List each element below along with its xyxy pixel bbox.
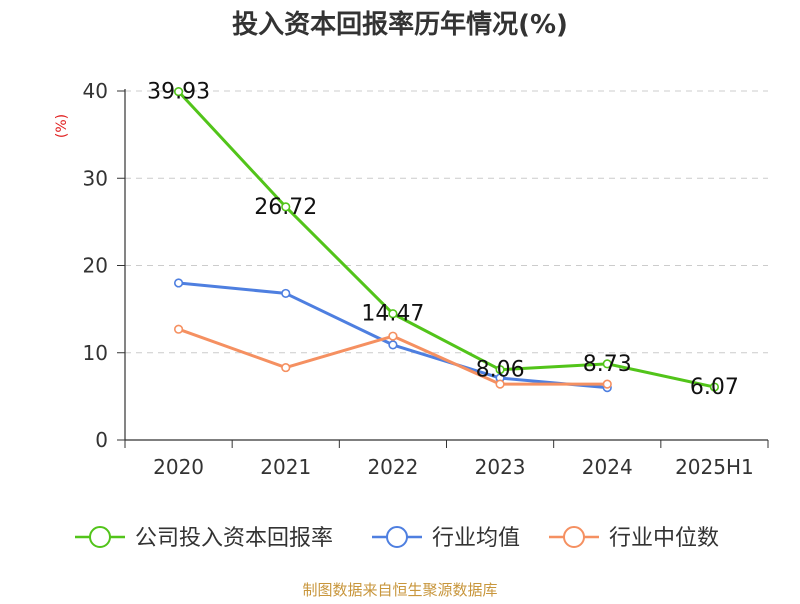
legend-marker xyxy=(563,526,585,548)
x-tick-label: 2024 xyxy=(582,455,633,479)
data-point xyxy=(173,278,184,288)
legend-label: 行业均值 xyxy=(432,526,520,551)
y-tick-label: 20 xyxy=(83,254,108,278)
data-point xyxy=(388,340,398,350)
legend-label: 行业中位数 xyxy=(609,526,719,551)
data-point xyxy=(388,331,398,341)
data-point xyxy=(495,365,505,375)
legend-item[interactable]: 行业均值 xyxy=(372,526,520,551)
data-point xyxy=(281,362,291,373)
legend-item[interactable]: 行业中位数 xyxy=(549,526,719,551)
series-lines xyxy=(173,87,720,393)
x-tick-label: 2020 xyxy=(153,455,204,479)
data-label: 26.72 xyxy=(254,195,317,220)
axes: 0 10 20 30 40 2020 2021 2022 2023 2024 2025H1 xyxy=(83,79,769,479)
chart-title: 投入资本回报率历年情况(%) xyxy=(232,9,568,40)
y-tick-label: 0 xyxy=(95,428,108,452)
data-point xyxy=(709,382,720,392)
x-tick-label: 2021 xyxy=(260,455,311,479)
x-tick-label: 2022 xyxy=(367,455,418,479)
x-tick-label: 2025H1 xyxy=(675,455,754,479)
series-line xyxy=(177,90,715,389)
data-point xyxy=(602,379,612,389)
legend-item[interactable]: 公司投入资本回报率 xyxy=(75,526,333,551)
data-point xyxy=(281,202,291,212)
data-point xyxy=(173,87,184,97)
data-point xyxy=(281,288,291,299)
data-source-note: 制图数据来自恒生聚源数据库 xyxy=(302,581,497,599)
data-labels: 39.93 26.72 14.47 8.06 8.73 6.07 xyxy=(147,80,739,400)
x-tick-label: 2023 xyxy=(475,455,526,479)
y-axis-unit-label: (%) xyxy=(54,114,70,138)
data-label: 6.07 xyxy=(690,375,739,400)
legend-label: 公司投入资本回报率 xyxy=(135,526,333,551)
data-label: 14.47 xyxy=(361,302,424,327)
legend-marker xyxy=(386,526,408,548)
data-label: 8.73 xyxy=(583,352,632,377)
y-tick-label: 40 xyxy=(83,79,108,103)
data-label: 39.93 xyxy=(147,80,210,105)
legend-marker xyxy=(89,526,111,548)
data-point xyxy=(602,359,612,369)
y-tick-label: 10 xyxy=(83,341,108,365)
legend: 公司投入资本回报率 行业均值 行业中位数 xyxy=(75,526,719,551)
gridlines xyxy=(125,90,768,354)
data-point xyxy=(388,309,398,319)
data-point xyxy=(495,379,505,389)
data-point xyxy=(173,324,184,334)
data-label: 8.06 xyxy=(476,358,525,383)
y-tick-label: 30 xyxy=(83,166,108,190)
